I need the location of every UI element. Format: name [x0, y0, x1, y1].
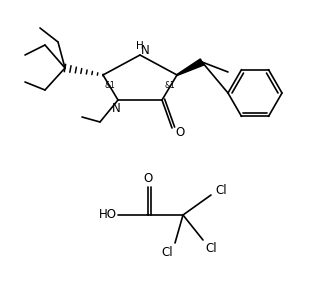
Text: Cl: Cl — [215, 184, 227, 197]
Text: O: O — [143, 172, 153, 184]
Text: H: H — [136, 41, 144, 51]
Text: N: N — [112, 101, 121, 115]
Polygon shape — [177, 59, 204, 75]
Text: Cl: Cl — [161, 245, 173, 259]
Text: HO: HO — [99, 208, 117, 221]
Text: N: N — [141, 44, 149, 58]
Text: Cl: Cl — [205, 242, 217, 256]
Text: &1: &1 — [105, 82, 115, 91]
Text: O: O — [175, 125, 185, 139]
Text: &1: &1 — [165, 82, 175, 91]
